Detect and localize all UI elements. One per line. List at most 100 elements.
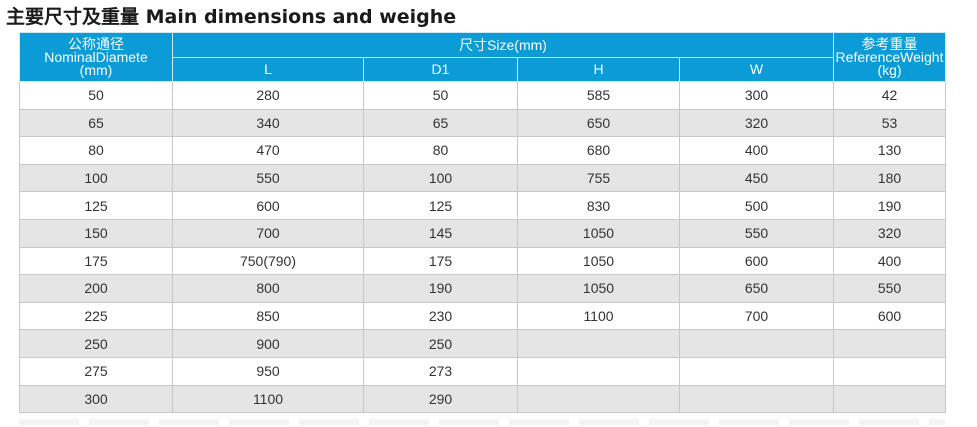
- cell-kg: 600: [833, 301, 947, 331]
- cell-kg: [833, 384, 947, 414]
- cell-H: 650: [517, 108, 680, 138]
- table-row: 275 950 273: [19, 356, 947, 386]
- column-header-L: L: [172, 57, 364, 82]
- table-body: 50 280 50 585 300 42 65 340 65 650 320 53 80 470 80 680…: [19, 81, 947, 414]
- cell-L: 700: [172, 218, 364, 248]
- cell-L: 1100: [172, 384, 364, 414]
- column-header-W: W: [678, 57, 835, 82]
- cell-H: [517, 356, 680, 386]
- cell-L: 850: [172, 301, 364, 331]
- reference-weight-header: 参考重量 ReferenceWeight (kg): [833, 32, 947, 82]
- table-row: 125 600 125 830 500 190: [19, 191, 947, 220]
- cell-kg: 400: [833, 246, 947, 276]
- nominal-diameter-cn: 公称通径: [68, 35, 124, 52]
- cell-kg: 180: [833, 163, 947, 193]
- cell-W: [678, 384, 835, 414]
- reference-weight-cn: 参考重量: [861, 35, 918, 52]
- cell-L: 600: [172, 191, 364, 220]
- size-group-header: 尺寸Size(mm): [171, 32, 835, 58]
- cell-L: 750(790): [172, 246, 364, 276]
- cell-H: 585: [517, 81, 680, 110]
- cell-D1: 80: [363, 136, 518, 165]
- cell-dn: 250: [19, 329, 173, 358]
- cell-H: 830: [517, 191, 680, 220]
- cell-D1: 190: [363, 274, 518, 303]
- cell-D1: 125: [363, 191, 518, 220]
- cell-kg: 53: [833, 108, 947, 138]
- table-row: 175 750(790) 175 1050 600 400: [19, 246, 947, 276]
- cell-kg: 42: [833, 81, 947, 110]
- cell-kg: 190: [833, 191, 947, 220]
- cell-dn: 225: [19, 301, 173, 331]
- cell-dn: 100: [19, 163, 173, 193]
- cell-D1: 65: [363, 108, 518, 138]
- table-row: 150 700 145 1050 550 320: [19, 218, 947, 248]
- cell-H: 755: [517, 163, 680, 193]
- faded-footnote: [19, 419, 945, 425]
- reference-weight-unit: (kg): [877, 61, 902, 78]
- cell-D1: 175: [363, 246, 518, 276]
- cell-H: [517, 329, 680, 358]
- cell-D1: 250: [363, 329, 518, 358]
- cell-D1: 50: [363, 81, 518, 110]
- cell-kg: [833, 329, 947, 358]
- cell-D1: 290: [363, 384, 518, 414]
- cell-L: 470: [172, 136, 364, 165]
- cell-W: 400: [678, 136, 835, 165]
- reference-weight-en: ReferenceWeight: [835, 48, 944, 65]
- cell-W: 700: [678, 301, 835, 331]
- cell-dn: 50: [19, 81, 173, 110]
- cell-L: 280: [172, 81, 364, 110]
- cell-W: 650: [678, 274, 835, 303]
- table-row: 50 280 50 585 300 42: [19, 81, 947, 110]
- table-row: 300 1100 290: [19, 384, 947, 414]
- cell-dn: 125: [19, 191, 173, 220]
- cell-kg: 550: [833, 274, 947, 303]
- cell-dn: 80: [19, 136, 173, 165]
- cell-L: 900: [172, 329, 364, 358]
- cell-kg: 320: [833, 218, 947, 248]
- cell-H: 1050: [517, 218, 680, 248]
- cell-W: 600: [678, 246, 835, 276]
- cell-dn: 65: [19, 108, 173, 138]
- cell-H: [517, 384, 680, 414]
- nominal-diameter-header: 公称通径 NominalDiamete (mm): [19, 32, 173, 82]
- cell-H: 1050: [517, 274, 680, 303]
- cell-kg: [833, 356, 947, 386]
- cell-L: 950: [172, 356, 364, 386]
- column-header-D1: D1: [363, 57, 518, 82]
- cell-H: 680: [517, 136, 680, 165]
- cell-dn: 150: [19, 218, 173, 248]
- column-header-H: H: [517, 57, 680, 82]
- cell-W: [678, 329, 835, 358]
- cell-dn: 200: [19, 274, 173, 303]
- cell-D1: 230: [363, 301, 518, 331]
- cell-W: 320: [678, 108, 835, 138]
- cell-L: 550: [172, 163, 364, 193]
- dimensions-table: 公称通径 NominalDiamete (mm) 尺寸Size(mm) 参考重量…: [19, 32, 947, 414]
- cell-L: 800: [172, 274, 364, 303]
- cell-dn: 275: [19, 356, 173, 386]
- table-row: 80 470 80 680 400 130: [19, 136, 947, 165]
- cell-D1: 100: [363, 163, 518, 193]
- cell-L: 340: [172, 108, 364, 138]
- cell-W: 500: [678, 191, 835, 220]
- nominal-diameter-en: NominalDiamete: [44, 48, 148, 65]
- cell-H: 1100: [517, 301, 680, 331]
- cell-dn: 175: [19, 246, 173, 276]
- nominal-diameter-unit: (mm): [79, 61, 113, 78]
- cell-D1: 273: [363, 356, 518, 386]
- table-row: 100 550 100 755 450 180: [19, 163, 947, 193]
- cell-H: 1050: [517, 246, 680, 276]
- cell-W: 450: [678, 163, 835, 193]
- cell-dn: 300: [19, 384, 173, 414]
- table-row: 250 900 250: [19, 329, 947, 358]
- cell-W: 300: [678, 81, 835, 110]
- cell-W: 550: [678, 218, 835, 248]
- table-row: 65 340 65 650 320 53: [19, 108, 947, 138]
- table-row: 225 850 230 1100 700 600: [19, 301, 947, 331]
- cell-W: [678, 356, 835, 386]
- page-title: 主要尺寸及重量 Main dimensions and weighe: [6, 6, 457, 28]
- cell-D1: 145: [363, 218, 518, 248]
- table-row: 200 800 190 1050 650 550: [19, 274, 947, 303]
